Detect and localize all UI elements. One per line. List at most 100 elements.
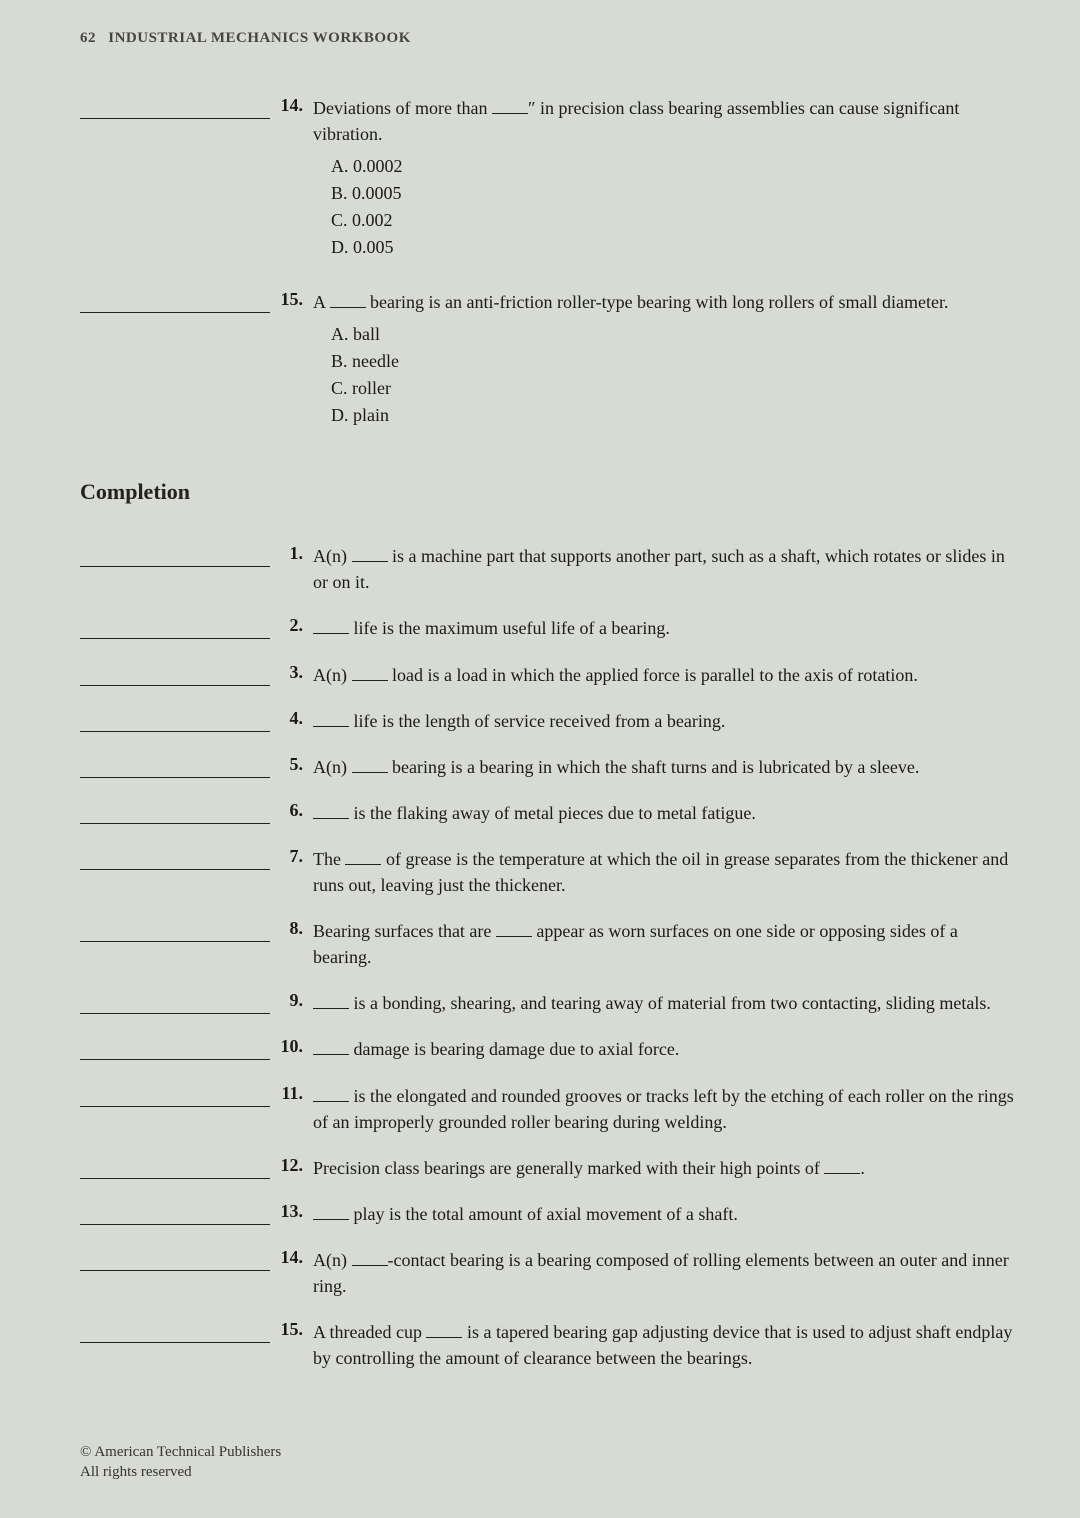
completion-question-row: 6. is the flaking away of metal pieces d… bbox=[80, 800, 1020, 826]
answer-blank-line[interactable] bbox=[80, 994, 270, 1014]
inline-blank[interactable] bbox=[313, 1088, 349, 1102]
completion-question-row: 2. life is the maximum useful life of a … bbox=[80, 615, 1020, 641]
inline-blank[interactable] bbox=[352, 548, 388, 562]
question-body: A(n) bearing is a bearing in which the s… bbox=[313, 754, 1020, 780]
question-text-part: A(n) bbox=[313, 546, 352, 566]
question-text-part: Deviations of more than bbox=[313, 98, 492, 118]
question-number: 8. bbox=[278, 918, 313, 939]
question-number: 12. bbox=[278, 1155, 313, 1176]
choice-item: C. roller bbox=[331, 375, 1020, 402]
inline-blank[interactable] bbox=[313, 713, 349, 727]
question-number: 6. bbox=[278, 800, 313, 821]
answer-blank-line[interactable] bbox=[80, 99, 270, 119]
answer-blank-line[interactable] bbox=[80, 1205, 270, 1225]
question-text-part: A(n) bbox=[313, 665, 352, 685]
question-number: 10. bbox=[278, 1036, 313, 1057]
question-text-part: A(n) bbox=[313, 757, 352, 777]
question-number: 15. bbox=[278, 289, 313, 310]
question-text-part: is a machine part that supports another … bbox=[313, 546, 1005, 592]
question-body: damage is bearing damage due to axial fo… bbox=[313, 1036, 1020, 1062]
choice-item: B. needle bbox=[331, 348, 1020, 375]
inline-blank[interactable] bbox=[313, 995, 349, 1009]
multiple-choice-section: 14.Deviations of more than ″ in precisio… bbox=[80, 95, 1020, 429]
question-body: The of grease is the temperature at whic… bbox=[313, 846, 1020, 898]
answer-blank-line[interactable] bbox=[80, 1159, 270, 1179]
choice-item: D. 0.005 bbox=[331, 234, 1020, 261]
inline-blank[interactable] bbox=[352, 1252, 388, 1266]
choice-item: A. 0.0002 bbox=[331, 153, 1020, 180]
question-text-part: play is the total amount of axial moveme… bbox=[349, 1204, 738, 1224]
question-text-part: -contact bearing is a bearing composed o… bbox=[313, 1250, 1009, 1296]
question-text-part: is a bonding, shearing, and tearing away… bbox=[349, 993, 991, 1013]
answer-blank-line[interactable] bbox=[80, 804, 270, 824]
answer-blank-line[interactable] bbox=[80, 758, 270, 778]
answer-blank-line[interactable] bbox=[80, 922, 270, 942]
question-body: is the flaking away of metal pieces due … bbox=[313, 800, 1020, 826]
answer-blank-line[interactable] bbox=[80, 547, 270, 567]
answer-blank-line[interactable] bbox=[80, 666, 270, 686]
choices-list: A. 0.0002B. 0.0005C. 0.002D. 0.005 bbox=[313, 153, 1020, 261]
question-text-part: of grease is the temperature at which th… bbox=[313, 849, 1008, 895]
question-text-part: life is the length of service received f… bbox=[349, 711, 725, 731]
question-body: A bearing is an anti-friction roller-typ… bbox=[313, 289, 1020, 429]
question-text-part: is the elongated and rounded grooves or … bbox=[313, 1086, 1014, 1132]
inline-blank[interactable] bbox=[426, 1324, 462, 1338]
completion-question-row: 7.The of grease is the temperature at wh… bbox=[80, 846, 1020, 898]
completion-question-row: 5.A(n) bearing is a bearing in which the… bbox=[80, 754, 1020, 780]
question-body: life is the maximum useful life of a bea… bbox=[313, 615, 1020, 641]
question-number: 11. bbox=[278, 1083, 313, 1104]
question-text-part: A(n) bbox=[313, 1250, 352, 1270]
choice-item: B. 0.0005 bbox=[331, 180, 1020, 207]
choice-item: C. 0.002 bbox=[331, 207, 1020, 234]
rights-line: All rights reserved bbox=[80, 1463, 281, 1483]
question-body: play is the total amount of axial moveme… bbox=[313, 1201, 1020, 1227]
footer: © American Technical Publishers All righ… bbox=[80, 1443, 281, 1482]
answer-blank-line[interactable] bbox=[80, 1323, 270, 1343]
section-heading: Completion bbox=[80, 479, 1020, 505]
question-text-part: The bbox=[313, 849, 345, 869]
question-text-part: Precision class bearings are generally m… bbox=[313, 1158, 824, 1178]
answer-blank-line[interactable] bbox=[80, 619, 270, 639]
question-number: 4. bbox=[278, 708, 313, 729]
inline-blank[interactable] bbox=[313, 620, 349, 634]
completion-question-row: 12.Precision class bearings are generall… bbox=[80, 1155, 1020, 1181]
inline-blank[interactable] bbox=[352, 667, 388, 681]
answer-blank-line[interactable] bbox=[80, 293, 270, 313]
answer-blank-line[interactable] bbox=[80, 1040, 270, 1060]
completion-question-row: 9. is a bonding, shearing, and tearing a… bbox=[80, 990, 1020, 1016]
answer-blank-line[interactable] bbox=[80, 712, 270, 732]
completion-section: 1.A(n) is a machine part that supports a… bbox=[80, 543, 1020, 1371]
inline-blank[interactable] bbox=[313, 1206, 349, 1220]
question-text-part: . bbox=[860, 1158, 865, 1178]
page-title: INDUSTRIAL MECHANICS WORKBOOK bbox=[108, 30, 411, 46]
choices-list: A. ballB. needleC. rollerD. plain bbox=[313, 321, 1020, 429]
page-number: 62 bbox=[80, 30, 96, 46]
inline-blank[interactable] bbox=[313, 805, 349, 819]
question-body: Bearing surfaces that are appear as worn… bbox=[313, 918, 1020, 970]
inline-blank[interactable] bbox=[352, 759, 388, 773]
question-text-part: A threaded cup bbox=[313, 1322, 426, 1342]
question-text-part: bearing is a bearing in which the shaft … bbox=[388, 757, 920, 777]
inline-blank[interactable] bbox=[496, 923, 532, 937]
answer-blank-line[interactable] bbox=[80, 1087, 270, 1107]
inline-blank[interactable] bbox=[345, 851, 381, 865]
completion-question-row: 15.A threaded cup is a tapered bearing g… bbox=[80, 1319, 1020, 1371]
completion-question-row: 10. damage is bearing damage due to axia… bbox=[80, 1036, 1020, 1062]
question-number: 9. bbox=[278, 990, 313, 1011]
mc-question-row: 14.Deviations of more than ″ in precisio… bbox=[80, 95, 1020, 261]
choice-item: D. plain bbox=[331, 402, 1020, 429]
inline-blank[interactable] bbox=[824, 1160, 860, 1174]
inline-blank[interactable] bbox=[330, 294, 366, 308]
inline-blank[interactable] bbox=[492, 100, 528, 114]
answer-blank-line[interactable] bbox=[80, 1251, 270, 1271]
completion-question-row: 4. life is the length of service receive… bbox=[80, 708, 1020, 734]
question-number: 14. bbox=[278, 95, 313, 116]
completion-question-row: 13. play is the total amount of axial mo… bbox=[80, 1201, 1020, 1227]
question-number: 1. bbox=[278, 543, 313, 564]
inline-blank[interactable] bbox=[313, 1041, 349, 1055]
answer-blank-line[interactable] bbox=[80, 850, 270, 870]
completion-question-row: 8.Bearing surfaces that are appear as wo… bbox=[80, 918, 1020, 970]
question-text-part: damage is bearing damage due to axial fo… bbox=[349, 1039, 679, 1059]
completion-question-row: 11. is the elongated and rounded grooves… bbox=[80, 1083, 1020, 1135]
question-text-part: load is a load in which the applied forc… bbox=[388, 665, 918, 685]
